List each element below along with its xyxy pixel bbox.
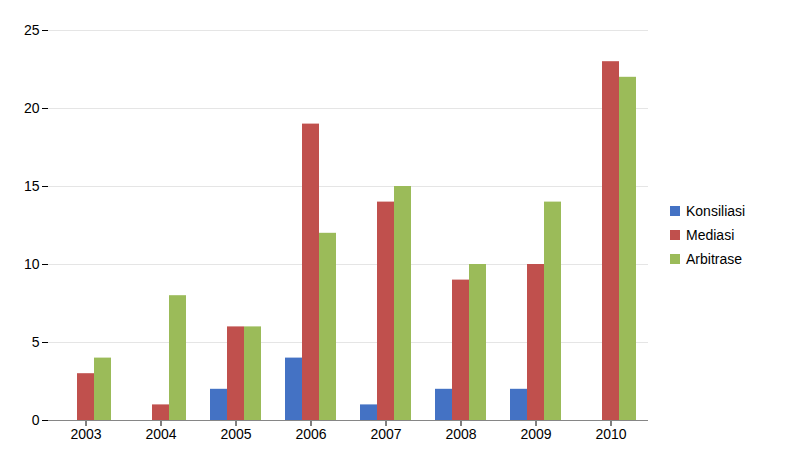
svg-text:2005: 2005	[220, 426, 251, 442]
svg-text:10: 10	[24, 256, 40, 272]
svg-text:2004: 2004	[145, 426, 176, 442]
svg-text:5: 5	[32, 334, 40, 350]
svg-text:0: 0	[32, 412, 40, 428]
svg-text:2009: 2009	[520, 426, 551, 442]
svg-text:2007: 2007	[370, 426, 401, 442]
svg-text:15: 15	[24, 178, 40, 194]
html-text:Mediasi: Mediasi	[686, 227, 735, 243]
svg-text:20: 20	[24, 100, 40, 116]
svg-text:2003: 2003	[70, 426, 101, 442]
html-text:Arbitrase: Arbitrase	[686, 251, 742, 267]
html-text:Konsiliasi: Konsiliasi	[686, 203, 746, 219]
svg-text:2010: 2010	[595, 426, 626, 442]
svg-text:2006: 2006	[295, 426, 326, 442]
svg-text:2008: 2008	[445, 426, 476, 442]
svg-text:25: 25	[24, 22, 40, 38]
